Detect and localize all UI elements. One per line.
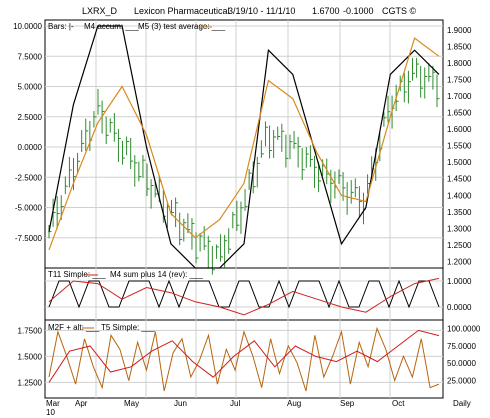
price-left-tick: 0.0000	[18, 143, 43, 152]
price-left-tick: 7.5000	[18, 52, 43, 61]
price-right-tick: 1.2500	[447, 241, 472, 250]
price-right-tick: 1.6000	[447, 125, 472, 134]
price-right-tick: 1.8500	[447, 42, 472, 51]
tick-label-layer: 10.0000 7.5000 5.0000 2.5000 0.0000 -2.5000 -5…	[13, 22, 481, 387]
t11-right-tick: 1.0000	[447, 277, 472, 286]
price-left-tick: 5.0000	[18, 83, 43, 92]
company-label: Lexicon Pharmaceutical	[134, 6, 230, 16]
x-label-jul: Jul	[230, 399, 240, 408]
last-price-label: 1.6700	[312, 6, 340, 16]
price-right-tick: 1.7500	[447, 76, 472, 85]
m2f-alt-line	[48, 326, 440, 392]
legend-bars: Bars: |-	[48, 22, 74, 31]
price-right-tick: 1.6500	[447, 109, 472, 118]
price-bars-layer	[48, 57, 440, 275]
price-right-tick: 1.9000	[447, 26, 472, 35]
m2f-left-tick: 1.7500	[18, 326, 43, 335]
m2f-right-tick: 50.0000	[447, 359, 476, 368]
price-left-tick: -7.5000	[15, 234, 43, 243]
price-right-tick: 1.7000	[447, 92, 472, 101]
price-lines-layer	[48, 25, 440, 269]
price-left-tick: 10.0000	[13, 22, 42, 31]
x-label-jun: Jun	[174, 399, 187, 408]
m2f-left-tick: 1.2500	[18, 378, 43, 387]
t11-simple-line	[48, 279, 440, 309]
x-label-mar: Mar	[46, 399, 60, 408]
m2f-right-tick: 100.0000	[447, 324, 481, 333]
grid-layer	[45, 20, 443, 398]
price-left-tick: -2.5000	[15, 173, 43, 182]
legend-t5-simple: T5 Simple: ___	[101, 323, 155, 332]
price-panel-frame	[44, 19, 444, 269]
x-label-may: May	[124, 399, 139, 408]
t11-lines-layer	[48, 277, 440, 316]
price-right-tick: 1.5500	[447, 142, 472, 151]
t5-simple-line	[48, 329, 440, 383]
x-label-period: Daily	[453, 399, 471, 408]
x-label-apr: Apr	[75, 399, 88, 408]
m2f-left-tick: 1.5000	[18, 352, 43, 361]
legend-t11-simple: T11 Simple: ___	[48, 270, 106, 279]
x-label-year: 10	[46, 408, 55, 417]
legend-m4-sum: M4 sum plus 14 (rev): ___	[110, 270, 203, 279]
price-left-tick: 2.5000	[18, 113, 43, 122]
m4-sum-line	[48, 277, 440, 316]
price-right-tick: 1.8000	[447, 59, 472, 68]
x-label-oct: Oct	[392, 399, 405, 408]
symbol-label: LXRX_D	[82, 6, 118, 16]
m2f-panel-frame	[44, 319, 444, 399]
price-right-tick: 1.2000	[447, 257, 472, 266]
price-right-tick: 1.5000	[447, 158, 472, 167]
price-right-tick: 1.3000	[447, 224, 472, 233]
change-label: -0.1000	[343, 6, 374, 16]
credit-label: CGTS ©	[382, 6, 417, 16]
x-label-aug: Aug	[287, 399, 301, 408]
legend-m4-accum: M4 accum: ___	[84, 22, 139, 31]
legend-m2f-alt: M2F + alt: ___	[48, 323, 100, 332]
price-left-tick: -5.0000	[15, 204, 43, 213]
m4-accum-line	[48, 25, 440, 269]
x-label-sep: Sep	[340, 399, 355, 408]
m2f-right-tick: 25.0000	[447, 377, 476, 386]
m2f-right-tick: 75.0000	[447, 342, 476, 351]
price-right-tick: 1.4500	[447, 175, 472, 184]
price-right-tick: 1.4000	[447, 191, 472, 200]
date-range-label: 3/19/10 - 11/1/10	[228, 6, 295, 16]
price-right-tick: 1.3500	[447, 208, 472, 217]
m2f-lines-layer	[48, 326, 440, 392]
m5-average-line	[48, 37, 440, 251]
legend-m5-average: M5 (3) test average: ___	[138, 22, 226, 31]
t11-right-tick: 0.0000	[447, 303, 472, 312]
